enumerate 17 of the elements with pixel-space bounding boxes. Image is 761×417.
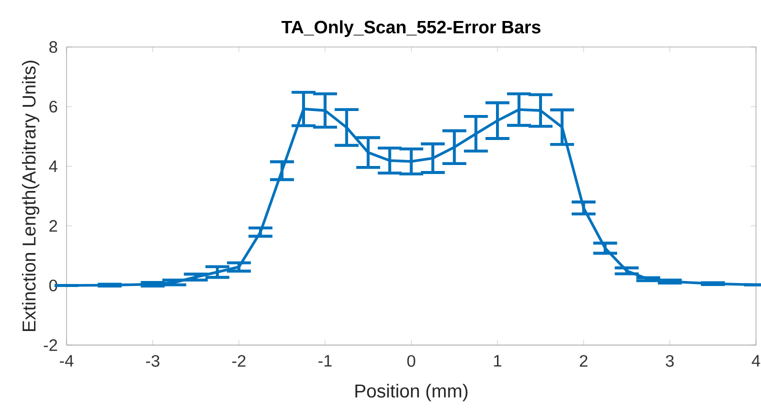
chart-title: TA_Only_Scan_552-Error Bars [282,20,540,37]
x-tick-label: -4 [60,355,74,366]
x-tick-label: -2 [232,355,246,367]
y-tick-label: 4 [49,160,58,172]
x-tick-label: 1 [494,355,502,366]
y-tick-label: -2 [44,339,58,351]
y-axis-title: Extinction Length(Arbitrary Units) [22,60,40,331]
x-tick-label: 3 [666,355,674,367]
x-tick-label: -1 [318,355,332,366]
x-tick-label: 4 [752,355,760,366]
y-tick-label: 8 [49,41,58,53]
x-tick-label: 0 [407,355,416,367]
x-tick-label: -3 [146,355,160,367]
x-tick-label: 2 [580,355,588,367]
y-tick-label: 6 [49,100,58,112]
y-tick-label: 2 [49,220,58,232]
x-axis-title: Position (mm) [355,384,468,402]
